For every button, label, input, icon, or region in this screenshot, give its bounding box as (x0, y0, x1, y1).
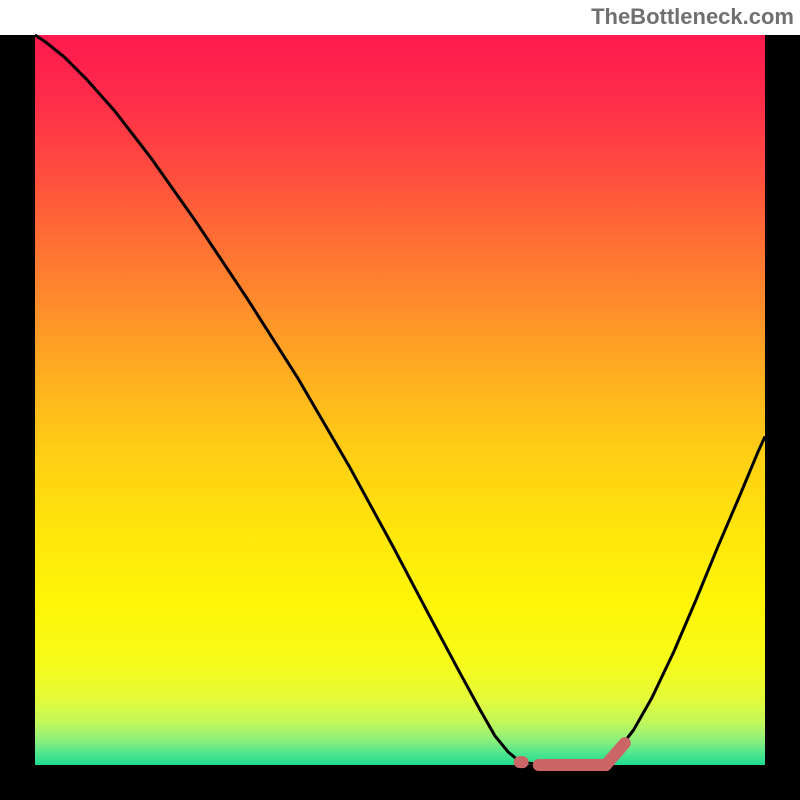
bottleneck-chart (0, 0, 800, 800)
chart-container: TheBottleneck.com (0, 0, 800, 800)
heat-gradient-background (35, 35, 765, 765)
watermark-text: TheBottleneck.com (591, 4, 794, 30)
